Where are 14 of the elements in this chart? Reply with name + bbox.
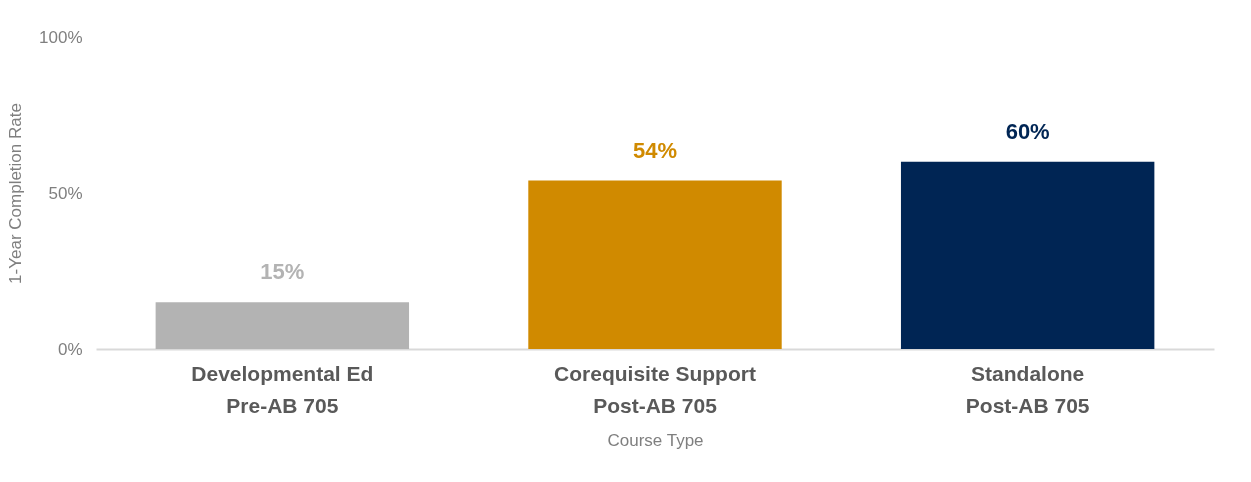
y-tick-label: 100% (39, 27, 83, 47)
bar (528, 180, 782, 349)
data-label: 54% (632, 137, 678, 163)
y-axis-title: 1-Year Completion Rate (6, 103, 26, 284)
bar (900, 161, 1155, 349)
y-tick-label: 50% (48, 183, 83, 203)
data-label: 60% (1005, 118, 1050, 144)
x-tick-label: Developmental Ed Pre-AB 705 (191, 361, 374, 417)
y-tick-label: 0% (57, 339, 83, 359)
data-label: 15% (260, 259, 305, 285)
x-axis-title: Course Type (607, 430, 704, 450)
x-tick-label: Corequisite Support Post-AB 705 (554, 361, 756, 417)
x-tick-label: Standalone Post-AB 705 (965, 361, 1090, 417)
bar (155, 302, 410, 349)
